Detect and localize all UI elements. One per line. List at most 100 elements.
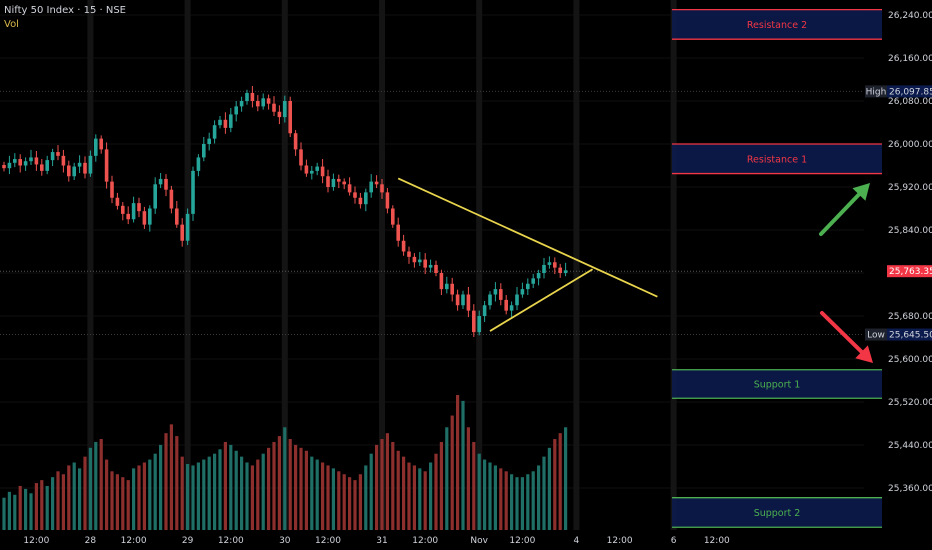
time-axis[interactable]: 12:00 28 12:00 29 12:00 30 12:00 31 12:00 Nov 12:0… [23,536,730,546]
time-tick-label: 12:00 [315,536,341,546]
price-zones: Resistance 2 Resistance 1 Support 1 Support… [672,8,882,528]
candle-body [536,273,541,279]
candle-body [493,289,498,295]
candle-body [293,133,298,150]
candle-body [94,138,98,156]
volume-bar [391,441,395,530]
candle-body [418,259,422,263]
volume-bar [472,441,476,530]
volume-bar [277,436,281,530]
symbol-title[interactable]: Nifty 50 Index · 15 · NSE [4,5,126,16]
volume-bar [245,462,249,530]
volume-bar [466,427,470,530]
volume-bar [358,474,362,530]
candle-body [520,289,525,295]
volume-bar [148,459,152,530]
time-tick-label: 30 [279,536,291,546]
price-tick-label: 26,000.00 [888,140,932,150]
volume-bar [553,439,557,530]
grid [0,14,864,489]
candles [2,85,568,337]
volume-bar [61,474,65,530]
candle-body [202,144,206,158]
volume-bar [29,493,33,530]
volume-bar [396,450,400,530]
volume-bar [223,441,227,530]
candle-body [439,273,444,290]
candle-body [261,98,265,107]
candle-body [391,208,395,225]
session-band [573,0,580,530]
time-tick-label: 12:00 [704,536,730,546]
price-axis[interactable]: 26,240.00 26,160.00 26,080.00 26,000.00 25,9… [888,11,932,494]
volume-bar [2,497,6,530]
volume-bar [331,468,335,530]
candle-body [164,178,168,190]
candle-body [499,289,503,300]
candle-body [196,157,201,171]
volume-bar [72,462,76,530]
arrow-shaft [819,192,861,236]
volume-bar [207,456,211,530]
candle-body [131,203,136,220]
session-breaks [0,0,864,530]
session-band [670,0,677,530]
volume-bar [353,480,357,530]
candle-body [137,203,141,212]
volume-bar [315,459,319,530]
time-tick-label: 12:00 [121,536,147,546]
time-tick-label: 12:00 [412,536,438,546]
candle-body [148,208,152,225]
zone-box [672,144,882,174]
volume-bar [34,483,38,530]
volume-bar [105,459,109,530]
volume-bar [369,453,373,530]
candle-body [337,178,341,182]
zone-label: Resistance 1 [747,154,807,165]
volume-bar [67,465,71,530]
volume-bar [504,471,508,530]
candle-body [212,125,217,139]
zone-box [672,9,882,40]
volume-bar [40,480,44,530]
trendlines [397,177,658,332]
volume-bar [477,453,481,530]
candle-body [504,299,508,311]
candle-body [509,305,514,311]
candle-body [13,159,17,163]
volume-bar [380,439,384,530]
volume-bar [385,433,389,530]
candle-body [342,181,346,185]
time-tick-label: 12:00 [509,536,535,546]
tag-bg [887,265,932,278]
candle-body [472,310,476,333]
candle-body [455,294,460,306]
candle-body [83,162,87,174]
candle-body [412,256,417,263]
candle-body [374,181,379,185]
volume-bar [375,444,379,530]
candle-body [407,251,411,257]
candle-body [99,138,103,150]
candle-body [169,189,174,209]
session-band [379,0,385,530]
candle-body [2,164,6,169]
volume-bar [304,450,308,530]
volume-bar [439,441,443,530]
price-tick-label: 25,360.00 [888,484,932,494]
candle-body [466,294,471,311]
volume-bar [288,439,292,530]
candle-body [126,213,130,220]
volume-bar [261,453,265,530]
volume-bar [488,462,492,530]
candle-body [110,181,114,198]
volume-bar [7,491,11,530]
candle-body [358,197,363,205]
candle-body [542,264,546,273]
tag-prefix-bg [865,328,887,341]
candle-body [385,192,390,209]
candle-body [50,152,55,161]
volume-bar [169,424,173,530]
candle-body [445,283,449,290]
